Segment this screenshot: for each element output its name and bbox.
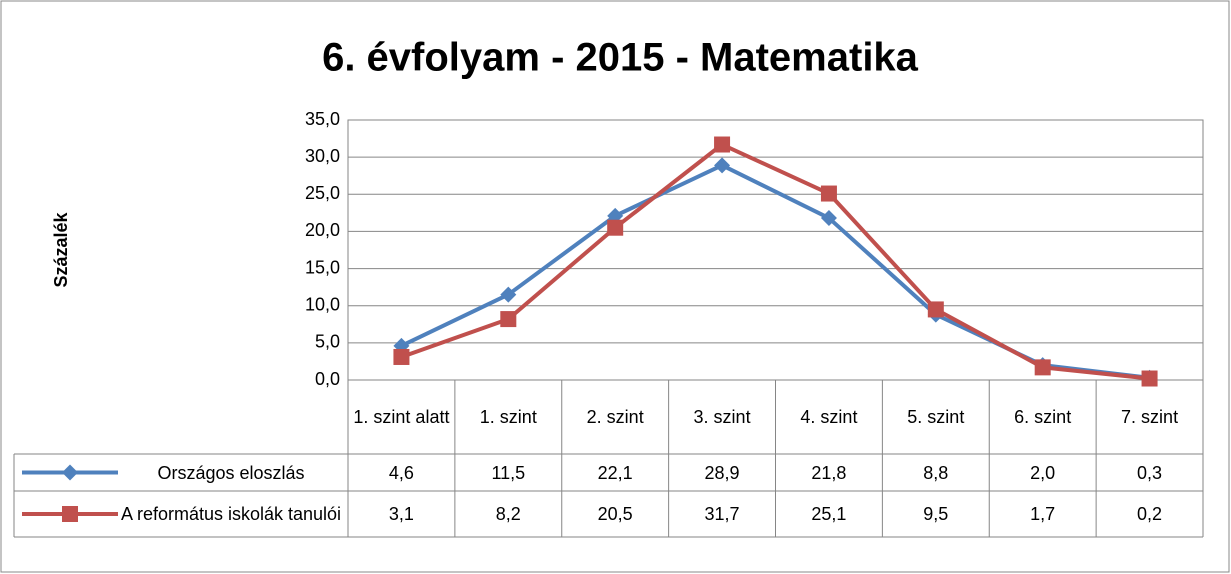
data-label: 1,7: [1030, 504, 1056, 524]
y-tick-label: 15,0: [305, 257, 340, 277]
data-label-box: 0,3: [1137, 462, 1163, 483]
data-label: 25,1: [811, 504, 847, 524]
x-tick-label-box: 4. szint: [800, 407, 858, 427]
marker: [607, 219, 624, 236]
data-label: 0,3: [1137, 462, 1163, 483]
y-tick-label: 20,0: [305, 220, 340, 240]
data-label-box: 4,6: [388, 462, 414, 483]
data-label-box: 8,8: [923, 462, 949, 483]
data-label: 8,2: [495, 504, 521, 524]
y-tick-label: 30,0: [305, 146, 340, 166]
x-tick-label-box: 2. szint: [586, 407, 644, 427]
data-label: 22,1: [597, 462, 633, 483]
data-label-box: 20,5: [597, 504, 633, 524]
x-tick-label-box: 6. szint: [1014, 407, 1072, 427]
x-tick-label: 1. szint alatt: [353, 407, 450, 427]
data-label: 4,6: [388, 462, 414, 483]
marker: [1034, 359, 1051, 376]
data-label: 3,1: [388, 504, 414, 524]
marker: [500, 311, 517, 328]
x-tick-label: 5. szint: [907, 407, 965, 427]
data-label: 28,9: [704, 462, 740, 483]
data-label-box: 9,5: [923, 504, 949, 524]
x-tick-label-box: 1. szint: [479, 407, 537, 427]
data-label-box: 22,1: [597, 462, 633, 483]
data-label-box: 28,9: [704, 462, 740, 483]
x-tick-label-box: 1. szint alatt: [353, 407, 450, 427]
x-tick-label-box: 3. szint: [693, 407, 751, 427]
data-label-box: 3,1: [388, 504, 414, 524]
x-tick-label: 3. szint: [693, 407, 751, 427]
y-axis-label: Százalék: [51, 211, 71, 287]
y-tick-label: 10,0: [305, 294, 340, 314]
legend-marker: [62, 506, 78, 522]
data-label-box: 8,2: [495, 504, 521, 524]
data-label: 2,0: [1030, 462, 1056, 483]
legend-label-box: Országos eloszlás: [157, 462, 305, 483]
data-label: 11,5: [491, 462, 526, 483]
legend-label-box: A református iskolák tanulói: [120, 504, 342, 524]
x-tick-label: 4. szint: [800, 407, 858, 427]
marker: [714, 136, 731, 153]
marker: [820, 210, 837, 227]
data-label-box: 21,8: [811, 462, 847, 483]
x-tick-label-box: 7. szint: [1121, 407, 1179, 427]
data-label: 0,2: [1137, 504, 1163, 524]
y-tick-label: 5,0: [315, 332, 340, 352]
legend-label: A református iskolák tanulói: [120, 504, 342, 524]
series-line: [400, 142, 1150, 381]
chart-title: 6. évfolyam - 2015 - Matematika: [322, 36, 919, 80]
y-tick-label: 35,0: [305, 109, 340, 129]
data-label: 31,7: [704, 504, 740, 524]
x-tick-label: 1. szint: [479, 407, 537, 427]
x-tick-label-box: 5. szint: [907, 407, 965, 427]
x-tick-label: 2. szint: [586, 407, 644, 427]
data-label: 21,8: [811, 462, 847, 483]
legend-label: Országos eloszlás: [157, 462, 305, 483]
data-label: 20,5: [597, 504, 633, 524]
y-tick-label: 0,0: [315, 369, 340, 389]
data-label: 9,5: [923, 504, 949, 524]
marker: [393, 348, 410, 365]
data-label-box: 2,0: [1030, 462, 1056, 483]
data-label-box: 11,5: [491, 462, 526, 483]
marker: [714, 157, 731, 174]
x-tick-label: 7. szint: [1121, 407, 1179, 427]
marker: [927, 301, 944, 318]
marker: [500, 286, 517, 303]
data-label-box: 31,7: [704, 504, 740, 524]
legend-marker: [62, 464, 78, 481]
data-label-box: 1,7: [1030, 504, 1056, 524]
marker: [1141, 370, 1158, 387]
data-label-box: 25,1: [811, 504, 847, 524]
data-label-box: 0,2: [1137, 504, 1163, 524]
marker: [820, 185, 837, 202]
y-tick-label: 25,0: [305, 183, 340, 203]
data-label: 8,8: [923, 462, 949, 483]
x-tick-label: 6. szint: [1014, 407, 1072, 427]
